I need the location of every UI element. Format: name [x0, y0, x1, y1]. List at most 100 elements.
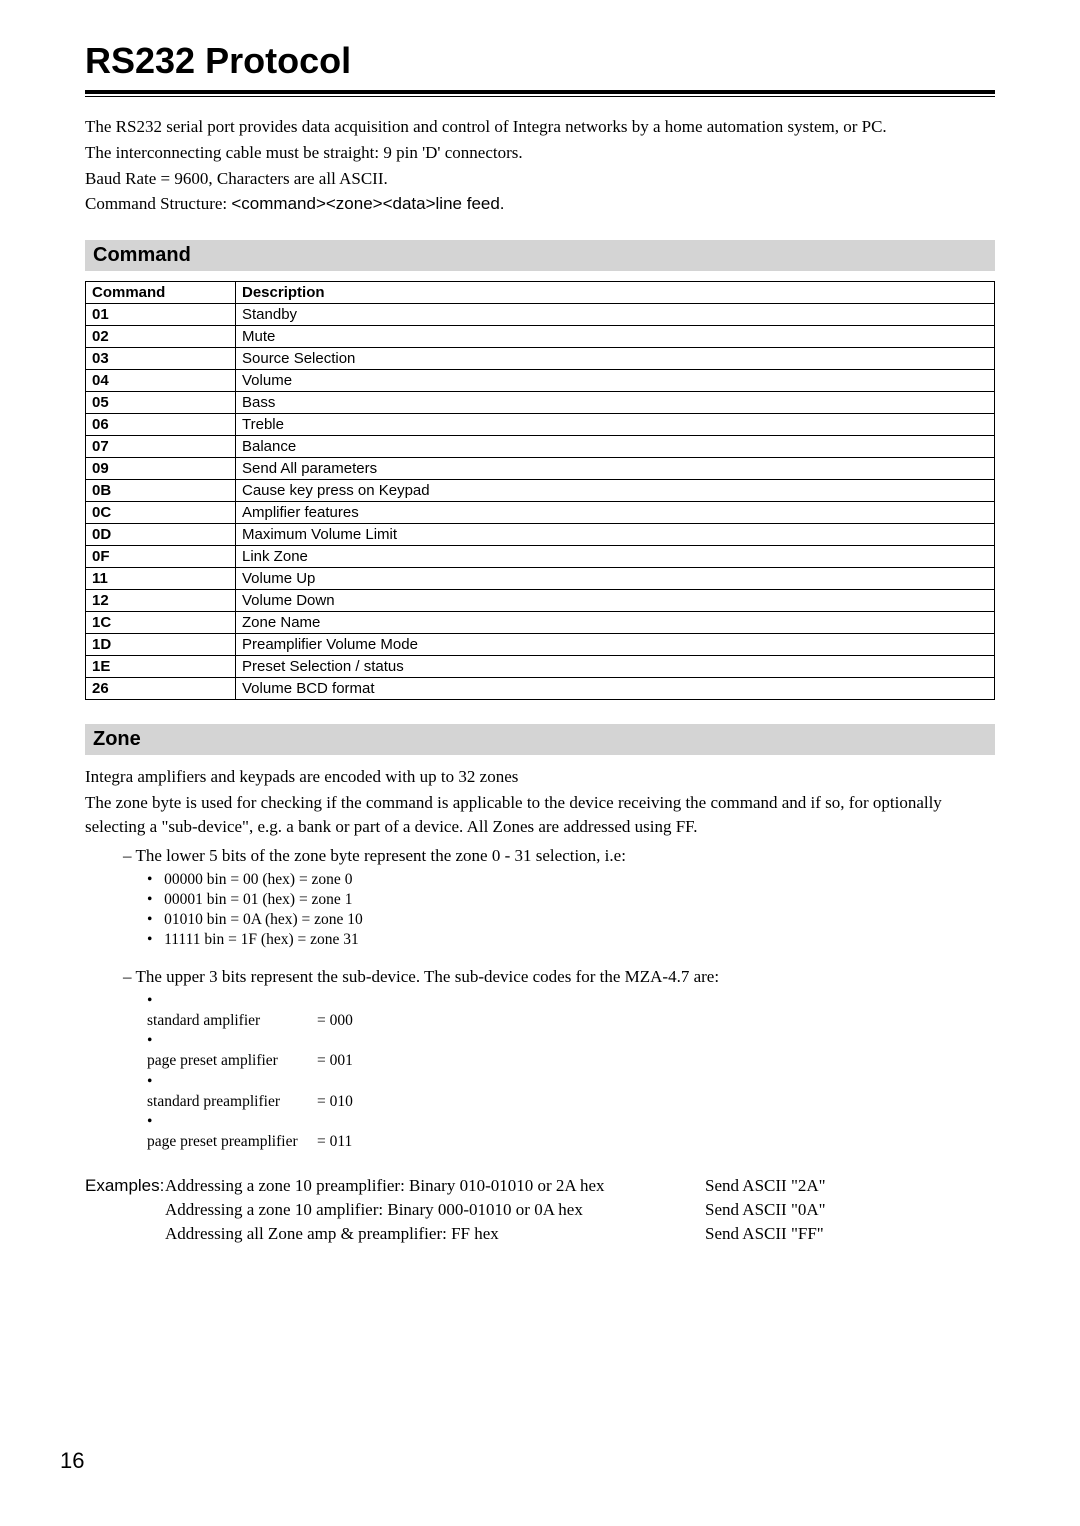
- lower5-intro: The lower 5 bits of the zone byte repres…: [123, 845, 995, 951]
- page-number: 16: [60, 1448, 84, 1474]
- command-desc-cell: Preset Selection / status: [236, 656, 995, 678]
- subdevice-item: standard amplifier= 000: [147, 991, 995, 1031]
- table-row: 1EPreset Selection / status: [86, 656, 995, 678]
- table-row: 1DPreamplifier Volume Mode: [86, 634, 995, 656]
- example-text: Addressing all Zone amp & preamplifier: …: [165, 1222, 705, 1246]
- command-desc-cell: Link Zone: [236, 546, 995, 568]
- upper3-intro: The upper 3 bits represent the sub-devic…: [123, 966, 995, 1152]
- lower5-item: 00000 bin = 00 (hex) = zone 0: [147, 870, 995, 890]
- subdevice-code: = 010: [317, 1092, 353, 1112]
- subdevice-name: standard preamplifier: [147, 1092, 317, 1112]
- command-desc-cell: Amplifier features: [236, 502, 995, 524]
- command-desc-cell: Volume Down: [236, 590, 995, 612]
- command-desc-cell: Bass: [236, 392, 995, 414]
- command-code-cell: 11: [86, 568, 236, 590]
- subdevice-name: page preset preamplifier: [147, 1132, 317, 1152]
- command-desc-cell: Balance: [236, 436, 995, 458]
- table-row: 0FLink Zone: [86, 546, 995, 568]
- table-row: 05Bass: [86, 392, 995, 414]
- command-desc-cell: Zone Name: [236, 612, 995, 634]
- table-row: 11Volume Up: [86, 568, 995, 590]
- examples-label: [85, 1222, 165, 1246]
- zone-para-1: Integra amplifiers and keypads are encod…: [85, 765, 995, 789]
- subdevice-code: = 000: [317, 1011, 353, 1031]
- command-desc-cell: Send All parameters: [236, 458, 995, 480]
- subdevice-name: standard amplifier: [147, 1011, 317, 1031]
- command-code-cell: 05: [86, 392, 236, 414]
- zone-dash-list-2: The upper 3 bits represent the sub-devic…: [123, 966, 995, 1152]
- title-rule-thick: [85, 90, 995, 94]
- table-row: 06Treble: [86, 414, 995, 436]
- lower5-item: 01010 bin = 0A (hex) = zone 10: [147, 910, 995, 930]
- command-code-cell: 02: [86, 326, 236, 348]
- table-row: 01Standby: [86, 304, 995, 326]
- intro-block: The RS232 serial port provides data acqu…: [85, 115, 995, 216]
- command-code-cell: 0F: [86, 546, 236, 568]
- example-row: Examples:Addressing a zone 10 preamplifi…: [85, 1174, 995, 1198]
- table-row: 0DMaximum Volume Limit: [86, 524, 995, 546]
- lower5-list: 00000 bin = 00 (hex) = zone 000001 bin =…: [147, 870, 995, 951]
- command-code-cell: 06: [86, 414, 236, 436]
- command-code-cell: 12: [86, 590, 236, 612]
- command-code-cell: 26: [86, 678, 236, 700]
- subdevice-list: standard amplifier= 000page preset ampli…: [147, 991, 995, 1152]
- subdevice-item: standard preamplifier= 010: [147, 1072, 995, 1112]
- lower5-intro-text: The lower 5 bits of the zone byte repres…: [135, 846, 625, 865]
- table-row: 03Source Selection: [86, 348, 995, 370]
- subdevice-name: page preset amplifier: [147, 1051, 317, 1071]
- subdevice-code: = 011: [317, 1132, 352, 1152]
- zone-para-2: The zone byte is used for checking if th…: [85, 791, 995, 839]
- intro-line-4-command: <command><zone><data>line feed.: [231, 194, 504, 213]
- command-desc-cell: Preamplifier Volume Mode: [236, 634, 995, 656]
- command-code-cell: 0D: [86, 524, 236, 546]
- command-desc-cell: Volume: [236, 370, 995, 392]
- intro-line-2: The interconnecting cable must be straig…: [85, 141, 995, 165]
- table-row: 12Volume Down: [86, 590, 995, 612]
- command-code-cell: 1D: [86, 634, 236, 656]
- table-row: 1CZone Name: [86, 612, 995, 634]
- example-row: Addressing a zone 10 amplifier: Binary 0…: [85, 1198, 995, 1222]
- example-ascii: Send ASCII "FF": [705, 1222, 995, 1246]
- table-row: 07Balance: [86, 436, 995, 458]
- column-header-command: Command: [86, 282, 236, 304]
- upper3-intro-text: The upper 3 bits represent the sub-devic…: [135, 967, 719, 986]
- command-code-cell: 03: [86, 348, 236, 370]
- command-code-cell: 0C: [86, 502, 236, 524]
- example-text: Addressing a zone 10 amplifier: Binary 0…: [165, 1198, 705, 1222]
- page-title: RS232 Protocol: [85, 40, 995, 82]
- subdevice-code: = 001: [317, 1051, 353, 1071]
- command-desc-cell: Mute: [236, 326, 995, 348]
- table-header-row: Command Description: [86, 282, 995, 304]
- table-row: 09Send All parameters: [86, 458, 995, 480]
- command-code-cell: 01: [86, 304, 236, 326]
- command-desc-cell: Treble: [236, 414, 995, 436]
- example-row: Addressing all Zone amp & preamplifier: …: [85, 1222, 995, 1246]
- zone-section-header: Zone: [85, 724, 995, 755]
- example-text: Addressing a zone 10 preamplifier: Binar…: [165, 1174, 705, 1198]
- example-ascii: Send ASCII "0A": [705, 1198, 995, 1222]
- example-ascii: Send ASCII "2A": [705, 1174, 995, 1198]
- command-code-cell: 0B: [86, 480, 236, 502]
- command-code-cell: 1E: [86, 656, 236, 678]
- table-row: 02Mute: [86, 326, 995, 348]
- table-row: 26Volume BCD format: [86, 678, 995, 700]
- command-code-cell: 07: [86, 436, 236, 458]
- command-desc-cell: Volume BCD format: [236, 678, 995, 700]
- command-desc-cell: Volume Up: [236, 568, 995, 590]
- subdevice-item: page preset preamplifier= 011: [147, 1112, 995, 1152]
- lower5-item: 00001 bin = 01 (hex) = zone 1: [147, 890, 995, 910]
- intro-line-3: Baud Rate = 9600, Characters are all ASC…: [85, 167, 995, 191]
- command-desc-cell: Cause key press on Keypad: [236, 480, 995, 502]
- lower5-item: 11111 bin = 1F (hex) = zone 31: [147, 930, 995, 950]
- zone-text-block: Integra amplifiers and keypads are encod…: [85, 765, 995, 1245]
- table-row: 0BCause key press on Keypad: [86, 480, 995, 502]
- title-rule-thin: [85, 96, 995, 97]
- table-row: 0CAmplifier features: [86, 502, 995, 524]
- intro-line-4: Command Structure: <command><zone><data>…: [85, 192, 995, 216]
- command-code-cell: 1C: [86, 612, 236, 634]
- column-header-description: Description: [236, 282, 995, 304]
- command-desc-cell: Standby: [236, 304, 995, 326]
- examples-label: [85, 1198, 165, 1222]
- zone-dash-list: The lower 5 bits of the zone byte repres…: [123, 845, 995, 951]
- command-desc-cell: Maximum Volume Limit: [236, 524, 995, 546]
